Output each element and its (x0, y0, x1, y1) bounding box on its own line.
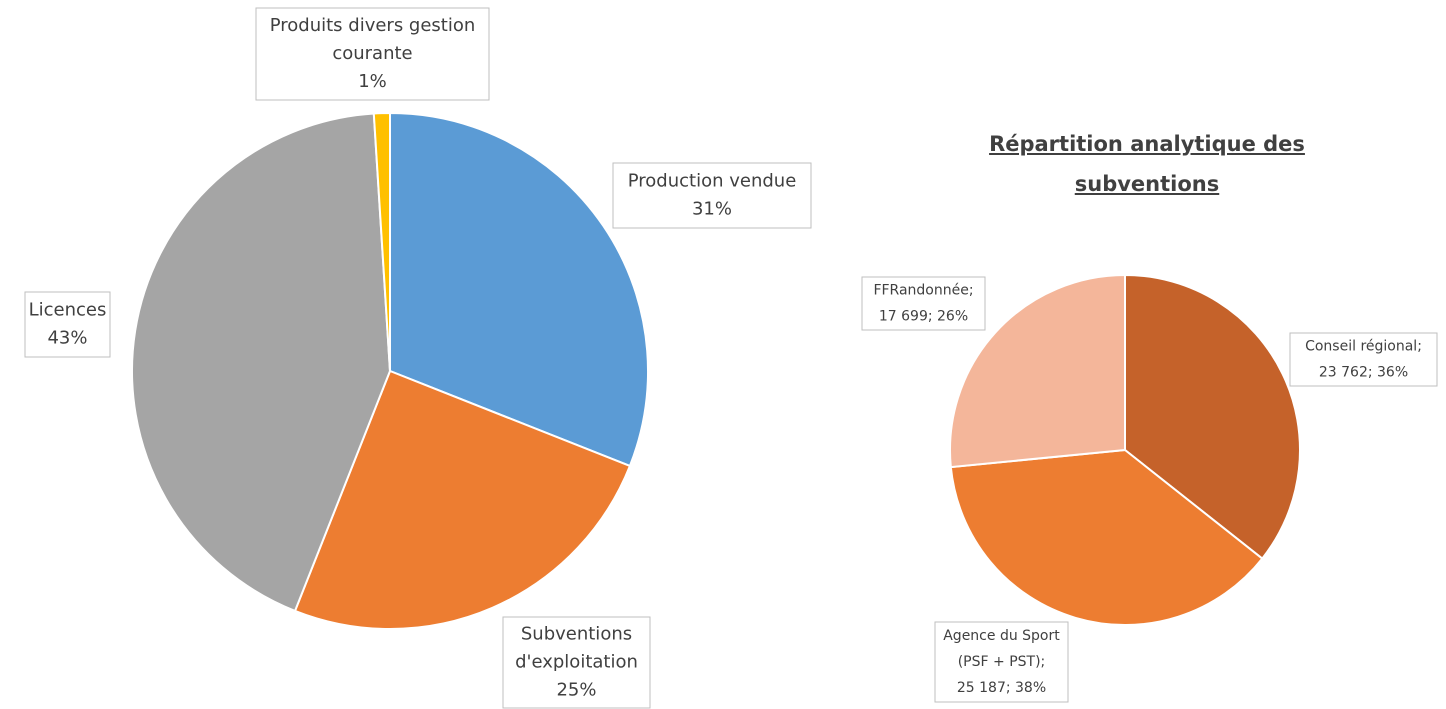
label-box (861, 276, 986, 331)
data-label: Production vendue (628, 171, 797, 192)
pie-slice (949, 273, 1126, 469)
data-label: FFRandonnée; (873, 283, 973, 299)
data-label: Licences (29, 300, 107, 321)
data-label: 25 187; 38% (957, 680, 1046, 696)
pie-slice (949, 448, 1264, 626)
chart-title: Répartition analytique des subventions (989, 132, 1305, 196)
data-label: d'exploitation (515, 652, 638, 673)
label-box (934, 621, 1069, 703)
pie-slice (389, 111, 649, 468)
data-label: Agence du Sport (943, 628, 1060, 644)
pie-slice (372, 111, 391, 372)
data-label: (PSF + PST); (958, 654, 1046, 670)
label-box (255, 7, 490, 101)
data-label: 43% (47, 328, 87, 349)
data-label: 17 699; 26% (879, 309, 968, 325)
pie-slice (1124, 273, 1301, 560)
pie-slice (293, 369, 632, 630)
label-box (502, 616, 651, 709)
data-label: 23 762; 36% (1319, 365, 1408, 381)
pie-slice (131, 112, 392, 613)
data-label: Subventions (521, 624, 632, 645)
label-box (612, 162, 812, 229)
data-label: 1% (358, 71, 387, 92)
data-label: courante (332, 43, 412, 64)
label-box (24, 291, 111, 358)
data-label: Produits divers gestion (270, 15, 476, 36)
data-label: Conseil régional; (1305, 339, 1422, 355)
data-label: 25% (556, 680, 596, 701)
label-box (1289, 332, 1438, 387)
data-label: 31% (692, 199, 732, 220)
